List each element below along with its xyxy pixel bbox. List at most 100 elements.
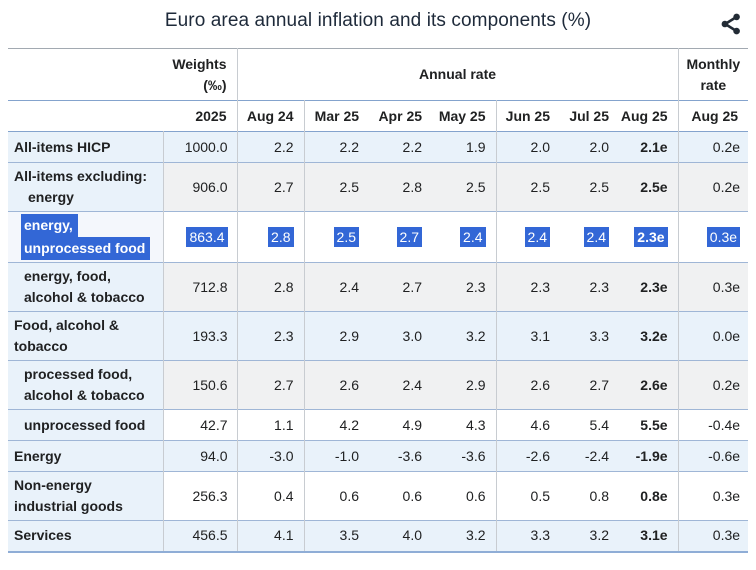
monthly-rate-header: Monthly rate bbox=[678, 49, 748, 101]
row-label-line: unprocessed food bbox=[24, 416, 146, 433]
row-label-line: processed food, bbox=[24, 366, 133, 382]
selection-highlight: 2.5 bbox=[333, 226, 360, 247]
annual-cell: 2.6 bbox=[496, 360, 561, 410]
weight-cell: 1000.0 bbox=[163, 131, 238, 163]
annual-cell: -1.9e bbox=[619, 440, 679, 472]
annual-cell: 2.4 bbox=[432, 211, 497, 263]
table-row: energy, unprocessed food 863.4 2.8 2.5 2.7 2.4… bbox=[8, 211, 749, 263]
annual-cell: 2.7 bbox=[369, 262, 433, 312]
annual-cell: 2.3 bbox=[496, 262, 561, 312]
annual-cell: 2.7 bbox=[237, 162, 305, 212]
annual-cell: 4.9 bbox=[369, 409, 433, 441]
annual-cell: 4.6 bbox=[496, 409, 561, 441]
annual-cell: 3.5 bbox=[304, 520, 370, 552]
annual-cell: 2.5 bbox=[432, 162, 497, 212]
row-label-line: All-items HICP bbox=[14, 138, 111, 155]
table-row: All-items excluding: energy 906.0 2.7 2.5 2.8… bbox=[8, 162, 749, 212]
month-column-header: Aug 25 bbox=[619, 100, 679, 132]
annual-cell: 4.0 bbox=[369, 520, 433, 552]
selection-highlight: 863.4 bbox=[186, 226, 228, 247]
weight-cell: 863.4 bbox=[163, 211, 238, 263]
monthly-column-header: Aug 25 bbox=[691, 107, 739, 124]
header-period-row: 2025 Aug 24 Mar 25 Apr 25 May 25 Jun 25 Jul 25… bbox=[8, 100, 749, 132]
monthly-cell: 0.0e bbox=[678, 311, 749, 361]
annual-cell: 5.5e bbox=[619, 409, 679, 441]
selection-highlight: 2.4 bbox=[524, 226, 551, 247]
month-column-header: Mar 25 bbox=[314, 107, 360, 124]
row-label-line: Energy bbox=[14, 447, 62, 464]
annual-cell: 4.2 bbox=[304, 409, 370, 441]
annual-cell: 3.3 bbox=[560, 311, 620, 361]
annual-cell: 0.6 bbox=[304, 471, 370, 521]
inflation-table: Weights (‰) Annual rate Monthly rate 2025 Aug … bbox=[8, 48, 749, 553]
weight-cell: 193.3 bbox=[163, 311, 238, 361]
annual-cell: 2.3e bbox=[619, 262, 679, 312]
annual-cell: 0.6 bbox=[432, 471, 497, 521]
annual-cell: 1.9 bbox=[432, 131, 497, 163]
monthly-cell: 0.2e bbox=[678, 162, 749, 212]
annual-cell: 3.2 bbox=[560, 520, 620, 552]
month-column-header: Jul 25 bbox=[569, 107, 610, 124]
annual-cell: 2.3 bbox=[237, 311, 305, 361]
annual-cell: 1.1 bbox=[237, 409, 305, 441]
annual-cell: 2.9 bbox=[304, 311, 370, 361]
weight-cell: 906.0 bbox=[163, 162, 238, 212]
row-label: Energy bbox=[8, 440, 164, 472]
annual-cell: 2.3 bbox=[560, 262, 620, 312]
annual-cell: 2.6 bbox=[304, 360, 370, 410]
selection-highlight: 2.7 bbox=[396, 226, 423, 247]
annual-cell: 2.5 bbox=[304, 162, 370, 212]
annual-cell: 2.7 bbox=[369, 211, 433, 263]
weight-cell: 94.0 bbox=[163, 440, 238, 472]
row-label-line: All-items excluding: bbox=[14, 168, 148, 184]
header-group-row: Weights (‰) Annual rate Monthly rate bbox=[8, 48, 749, 101]
row-label: energy, food, alcohol & tobacco bbox=[8, 262, 164, 312]
selection-highlight: unprocessed food bbox=[21, 237, 151, 260]
annual-cell: 0.8 bbox=[560, 471, 620, 521]
annual-cell: 4.3 bbox=[432, 409, 497, 441]
month-column-header: May 25 bbox=[432, 100, 497, 132]
annual-cell: 2.0 bbox=[560, 131, 620, 163]
weight-cell: 150.6 bbox=[163, 360, 238, 410]
weight-cell: 456.5 bbox=[163, 520, 238, 552]
share-icon-glyph bbox=[721, 13, 740, 35]
annual-cell: 2.3 bbox=[432, 262, 497, 312]
weights-header-line: Weights bbox=[172, 55, 227, 72]
annual-cell: 2.5 bbox=[496, 162, 561, 212]
monthly-rate-header-line: Monthly bbox=[686, 55, 741, 72]
table-body: All-items HICP 1000.0 2.2 2.2 2.2 1.9 2.0 2.0 2.… bbox=[8, 131, 749, 552]
annual-cell: 2.0 bbox=[496, 131, 561, 163]
annual-cell: 2.2 bbox=[237, 131, 305, 163]
row-label-line: energy bbox=[28, 189, 74, 205]
row-label-line: alcohol & tobacco bbox=[24, 289, 145, 305]
annual-cell: 2.4 bbox=[496, 211, 561, 263]
row-label: All-items HICP bbox=[8, 131, 164, 163]
annual-cell: 3.2 bbox=[432, 520, 497, 552]
row-label-line: industrial goods bbox=[14, 498, 123, 514]
weight-cell: 42.7 bbox=[163, 409, 238, 441]
selection-highlight: 2.3e bbox=[634, 226, 668, 247]
annual-cell: 0.4 bbox=[237, 471, 305, 521]
table-row: unprocessed food 42.7 1.1 4.2 4.9 4.3 4.6 5.4 5.… bbox=[8, 409, 749, 441]
row-label-line: Non-energy bbox=[14, 477, 92, 493]
table-row: processed food, alcohol & tobacco 150.6 2.7… bbox=[8, 360, 749, 410]
selection-highlight: 2.4 bbox=[460, 226, 486, 247]
selection-highlight: energy, bbox=[21, 214, 78, 237]
weight-cell: 256.3 bbox=[163, 471, 238, 521]
annual-cell: 0.5 bbox=[496, 471, 561, 521]
annual-cell: 0.8e bbox=[619, 471, 679, 521]
annual-rate-header: Annual rate bbox=[237, 48, 679, 101]
annual-cell: 0.6 bbox=[369, 471, 433, 521]
row-label-line: tobacco bbox=[14, 338, 68, 354]
year-header: 2025 bbox=[8, 100, 238, 132]
row-label: unprocessed food bbox=[8, 409, 164, 441]
table-row: energy, food, alcohol & tobacco 712.8 2.8 2.… bbox=[8, 262, 749, 312]
annual-cell: 3.3 bbox=[496, 520, 561, 552]
annual-cell: -3.6 bbox=[369, 440, 433, 472]
weights-header: Weights (‰) bbox=[8, 48, 238, 101]
annual-cell: 2.4 bbox=[560, 211, 620, 263]
month-column-header: Aug 24 bbox=[237, 100, 305, 132]
share-icon[interactable] bbox=[719, 12, 743, 36]
selection-highlight: 0.3e bbox=[706, 226, 741, 247]
annual-cell: -3.0 bbox=[237, 440, 305, 472]
